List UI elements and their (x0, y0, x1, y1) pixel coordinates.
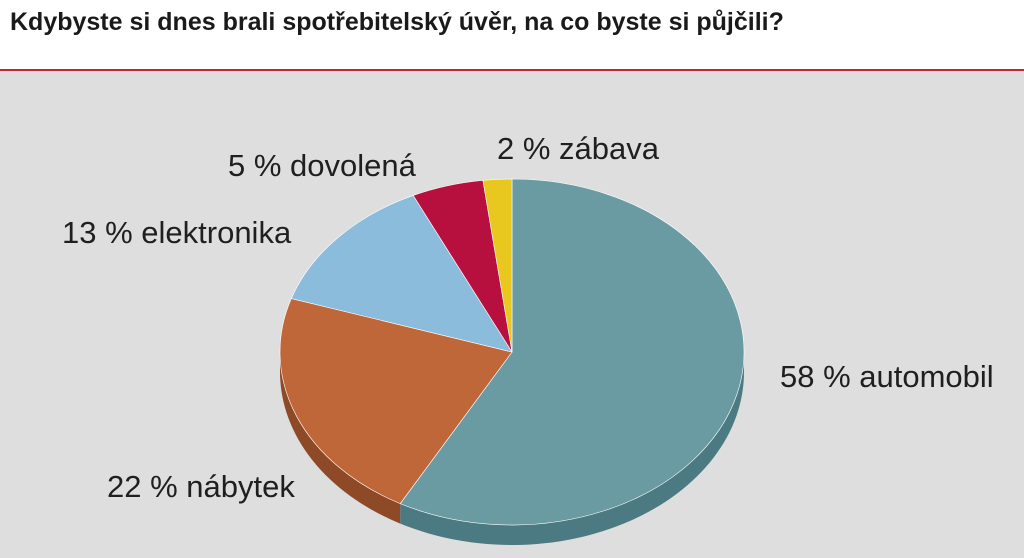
page-title: Kdybyste si dnes brali spotřebitelský úv… (10, 8, 784, 36)
slice-label-nabytek: 22 % nábytek (107, 469, 295, 504)
pie-side-automobil (400, 352, 744, 545)
pie-slice-elektronika (290, 195, 513, 353)
pie-side-nabytek (280, 352, 401, 524)
pie-slice-nabytek (279, 298, 513, 504)
slice-label-automobil: 58 % automobil (780, 359, 994, 394)
pie-slice-zabava (482, 178, 513, 353)
slice-label-elektronika: 13 % elektronika (62, 215, 292, 250)
slice-label-zabava: 2 % zábava (497, 131, 660, 166)
pie-slice-automobil (399, 178, 745, 526)
header: Kdybyste si dnes brali spotřebitelský úv… (0, 0, 1024, 70)
title-divider (0, 69, 1024, 71)
slice-label-dovolena: 5 % dovolená (228, 148, 417, 183)
